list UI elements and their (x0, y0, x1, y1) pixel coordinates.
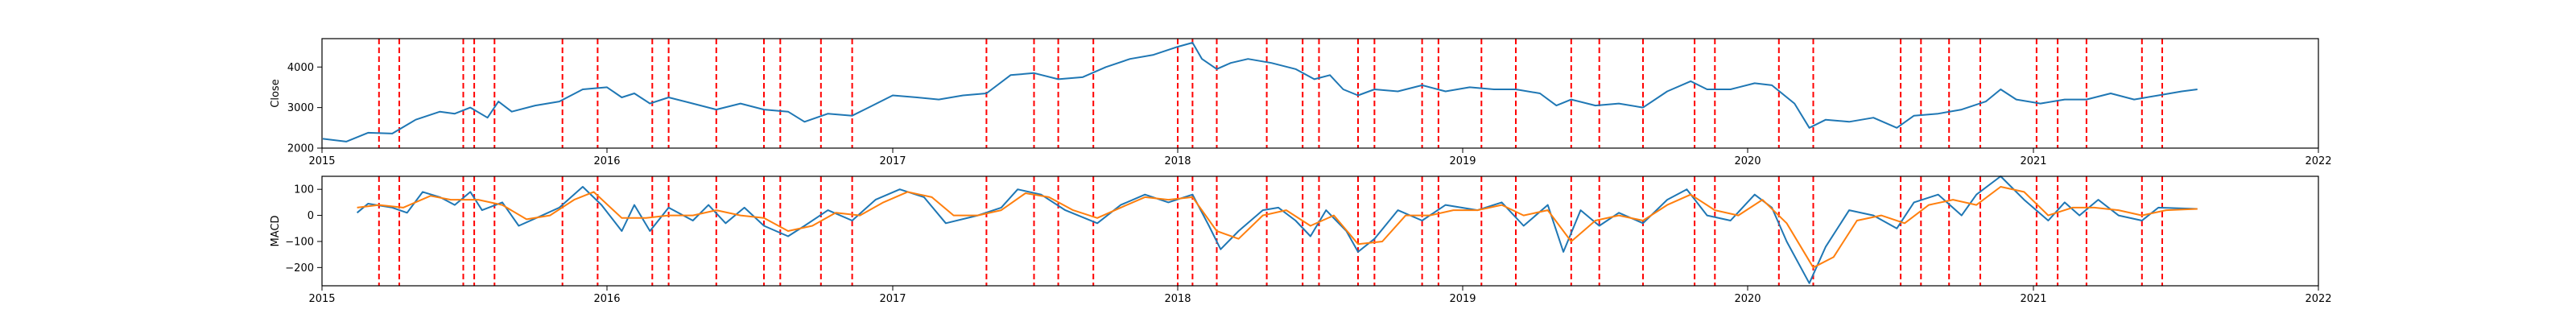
chart-panel-2: 2015 2016 2017 2018 2019 2020 2021 2022 100 0 −100… (270, 175, 2332, 305)
y-axis-label: Close (270, 79, 282, 107)
x-tick-label: 2022 (2305, 155, 2331, 167)
x-tick-label: 2019 (1449, 155, 1476, 167)
series-line-1 (356, 175, 2198, 284)
chart-panel-1: 2015 2016 2017 2018 2019 2020 2021 2022 2000 3000… (270, 38, 2332, 167)
y-tick-label: 100 (294, 184, 314, 196)
plot-frame (321, 175, 2319, 287)
x-tick-label: 2017 (879, 155, 906, 167)
x-tick-label: 2020 (1734, 293, 1761, 305)
x-tick-label: 2019 (1449, 293, 1476, 305)
x-tick-label: 2017 (879, 293, 906, 305)
y-tick-label: −200 (285, 262, 314, 275)
x-tick-label: 2021 (2020, 293, 2046, 305)
x-tick-label: 2016 (593, 155, 620, 167)
y-tick-label: 3000 (287, 102, 314, 114)
y-tick-label: −100 (285, 236, 314, 248)
x-tick-label: 2021 (2020, 155, 2046, 167)
x-tick-label: 2015 (308, 155, 335, 167)
x-tick-label: 2020 (1734, 155, 1761, 167)
series-line-2 (357, 186, 2198, 269)
y-tick-label: 2000 (287, 143, 314, 155)
series-line-1 (322, 42, 2198, 142)
x-tick-label: 2018 (1164, 293, 1191, 305)
x-tick-label: 2022 (2305, 293, 2331, 305)
x-tick-label: 2016 (593, 293, 620, 305)
x-tick-label: 2015 (308, 293, 335, 305)
y-tick-label: 4000 (287, 62, 314, 74)
y-axis-label: MACD (270, 216, 282, 247)
x-tick-label: 2018 (1164, 155, 1191, 167)
plot-frame (321, 38, 2319, 149)
y-tick-label: 0 (308, 210, 314, 222)
